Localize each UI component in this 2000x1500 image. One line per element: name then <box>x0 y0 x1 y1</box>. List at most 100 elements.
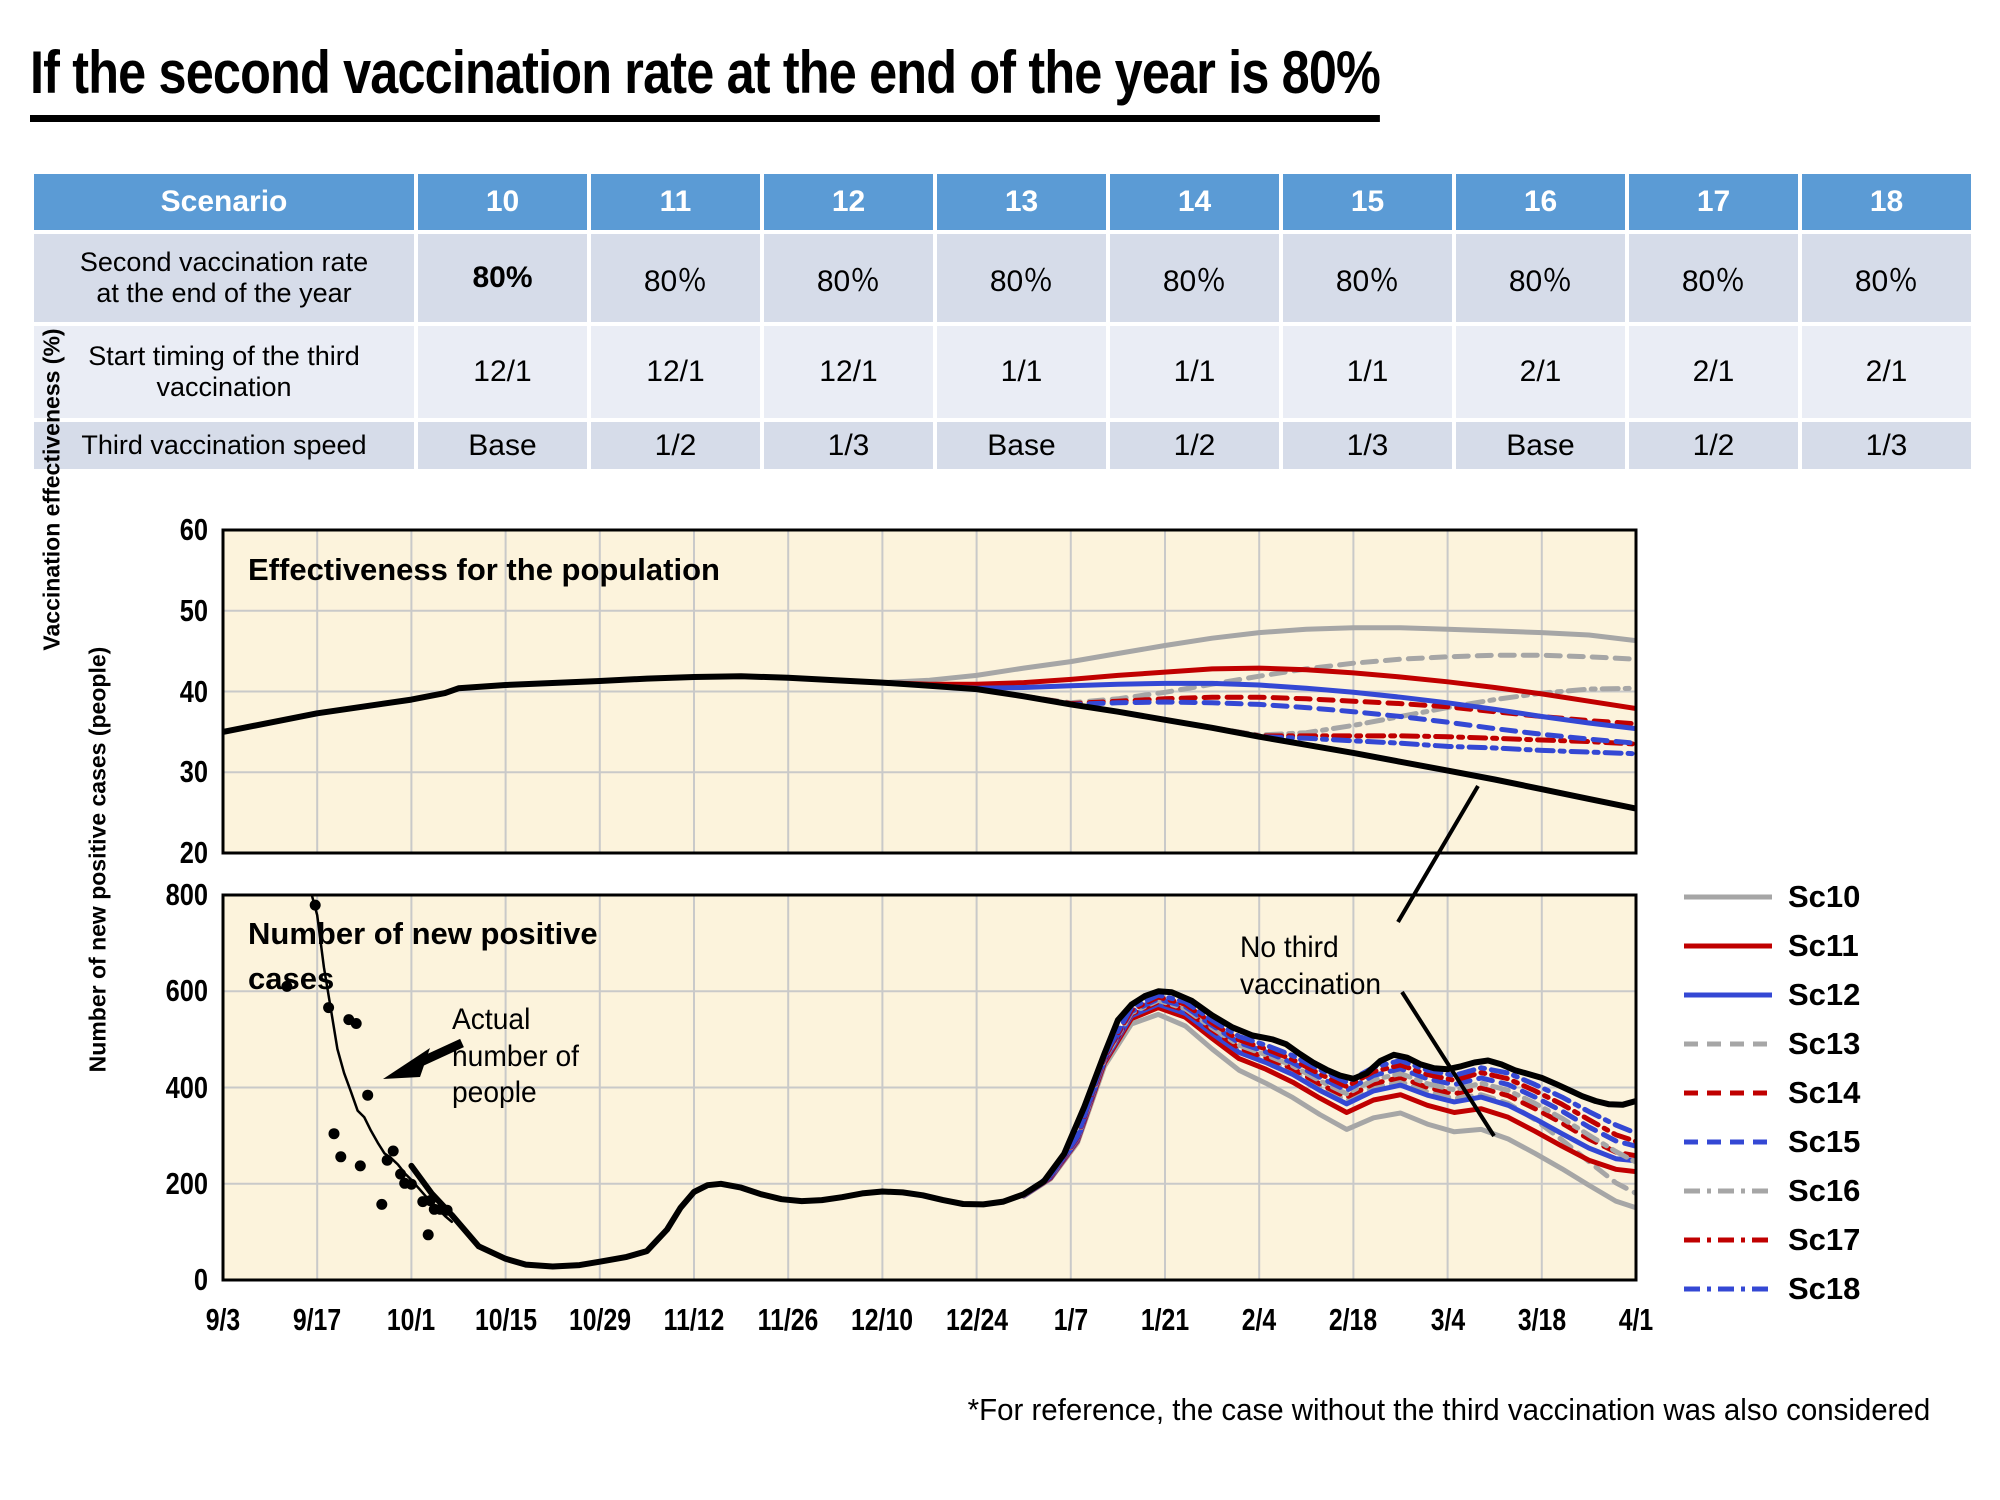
legend-item-sc11: Sc11 <box>1682 921 1860 970</box>
actual-data-point <box>424 1195 436 1207</box>
row-label: Third vaccination speed <box>34 422 414 469</box>
y-tick-label: 600 <box>165 973 208 1009</box>
legend-line-sample <box>1684 894 1772 899</box>
table-row: Third vaccination speed Base 1/2 1/3 Base 1/2… <box>34 422 1971 469</box>
actual-data-point <box>376 1198 388 1210</box>
x-tick-label-9-3: 9/3 <box>205 1302 241 1337</box>
x-tick-label-1-21: 1/21 <box>1140 1302 1190 1337</box>
x-tick-label-11-12: 11/12 <box>663 1302 725 1337</box>
legend-label: Sc14 <box>1788 1074 1861 1110</box>
row-label: Second vaccination rate at the end of the… <box>34 234 414 322</box>
actual-data-point <box>328 1128 340 1140</box>
cell-sc18: 80％ <box>1802 234 1971 322</box>
cell-sc17: 1/2 <box>1629 422 1798 469</box>
legend-item-sc16: Sc16 <box>1682 1166 1860 1215</box>
actual-line3: people <box>452 1076 537 1110</box>
legend-item-sc17: Sc17 <box>1682 1215 1860 1264</box>
cell-sc11: 12/1 <box>591 326 760 418</box>
cell-sc13: 1/1 <box>937 326 1106 418</box>
series-no-third-vaccination <box>223 673 1636 812</box>
cell-sc10: 80% <box>418 234 587 322</box>
cell-sc11: 80％ <box>591 234 760 322</box>
x-tick-label-12-24: 12/24 <box>945 1302 1008 1337</box>
actual-line2: number of <box>452 1039 579 1073</box>
x-tick-label-11-26: 11/26 <box>757 1302 819 1337</box>
legend-item-sc15: Sc15 <box>1682 1117 1860 1166</box>
actual-line1: Actual <box>452 1003 531 1036</box>
y-tick-label: 50 <box>179 592 208 628</box>
actual-data-point <box>381 1154 393 1166</box>
plot-border <box>221 528 1638 855</box>
cell-sc18: 2/1 <box>1802 326 1971 418</box>
no-third-vaccination-callout-top <box>1396 784 1480 924</box>
x-tick-label-2-4: 2/4 <box>1241 1302 1277 1337</box>
y-tick-label: 800 <box>165 877 208 912</box>
series-sc11 <box>879 665 1636 711</box>
page-title: If the second vaccination rate at the en… <box>30 38 1381 122</box>
actual-data-point <box>281 980 293 992</box>
no-third-line2: vaccination <box>1240 967 1382 1001</box>
y-tick-label: 30 <box>179 754 208 790</box>
x-tick-label-3-4: 3/4 <box>1430 1302 1465 1337</box>
top-chart-y-axis-label: Vaccination effectiveness (%) <box>38 328 65 651</box>
legend-line-sample <box>1684 1286 1772 1291</box>
cell-sc18: 1/3 <box>1802 422 1971 469</box>
x-tick-label-1-7: 1/7 <box>1053 1302 1089 1337</box>
chart-legend: Sc10 Sc11 Sc12 Sc13 Sc14 Sc15 Sc16 Sc17 Sc18 <box>1682 872 1860 1313</box>
table-header-sc12: 12 <box>764 174 933 230</box>
legend-label: Sc12 <box>1788 976 1861 1012</box>
cell-sc10: 12/1 <box>418 326 587 418</box>
bottom-chart-title: Number of new positive cases <box>248 916 598 996</box>
legend-label: Sc18 <box>1788 1270 1861 1306</box>
x-tick-label-12-10: 12/10 <box>851 1302 914 1337</box>
legend-item-sc10: Sc10 <box>1682 872 1860 921</box>
legend-item-sc13: Sc13 <box>1682 1019 1860 1068</box>
table-row: Second vaccination rate at the end of the… <box>34 234 1971 322</box>
x-tick-label-10-1: 10/1 <box>387 1302 436 1337</box>
y-tick-label: 60 <box>179 512 208 547</box>
table-header-sc18: 18 <box>1802 174 1971 230</box>
legend-line-sample <box>1684 1139 1772 1144</box>
x-tick-label-3-18: 3/18 <box>1517 1302 1566 1337</box>
no-third-line1: No third <box>1240 931 1339 964</box>
legend-line-sample <box>1684 1237 1772 1242</box>
y-tick-label: 0 <box>193 1262 208 1297</box>
legend-label: Sc10 <box>1788 878 1861 914</box>
actual-number-arrow-head <box>383 1048 430 1079</box>
actual-data-point <box>422 1229 434 1241</box>
cell-sc13: Base <box>937 422 1106 469</box>
top-chart-title: Effectiveness for the population <box>248 552 720 587</box>
actual-number-annotation: Actual number of people <box>452 1002 579 1112</box>
y-tick-label: 200 <box>165 1165 208 1201</box>
actual-data-point <box>335 1151 347 1163</box>
actual-data-point <box>354 1160 366 1172</box>
legend-item-sc18: Sc18 <box>1682 1264 1860 1313</box>
scenario-table: Scenario 10 11 12 13 14 15 16 17 18 Second vaccina… <box>30 170 1975 473</box>
actual-data-point <box>395 1168 407 1180</box>
annotation-callouts <box>383 784 1496 1138</box>
series-sc10 <box>1021 1011 1636 1211</box>
x-tick-label-2-18: 2/18 <box>1329 1302 1378 1337</box>
legend-line-sample <box>1684 992 1772 997</box>
table-header-sc11: 11 <box>591 174 760 230</box>
y-tick-label: 20 <box>179 835 208 870</box>
x-tick-label-9-17: 9/17 <box>293 1302 342 1337</box>
cell-sc12: 80％ <box>764 234 933 322</box>
legend-line-sample <box>1684 943 1772 948</box>
series-no-third-vaccination <box>408 988 1636 1270</box>
legend-label: Sc16 <box>1788 1172 1861 1208</box>
actual-data-point <box>387 1145 399 1157</box>
cell-sc15: 1/3 <box>1283 422 1452 469</box>
cell-sc15: 80％ <box>1283 234 1452 322</box>
table-header-sc10: 10 <box>418 174 587 230</box>
cell-sc14: 1/2 <box>1110 422 1279 469</box>
x-tick-label-4-1: 4/1 <box>1618 1302 1654 1337</box>
cell-sc14: 80％ <box>1110 234 1279 322</box>
bottom-chart-y-axis-label: Number of new positive cases (people) <box>84 646 111 1073</box>
legend-label: Sc11 <box>1788 927 1859 963</box>
cell-sc10: Base <box>418 422 587 469</box>
table-row: Start timing of the third vaccination 12/1… <box>34 326 1971 418</box>
cell-sc16: 2/1 <box>1456 326 1625 418</box>
